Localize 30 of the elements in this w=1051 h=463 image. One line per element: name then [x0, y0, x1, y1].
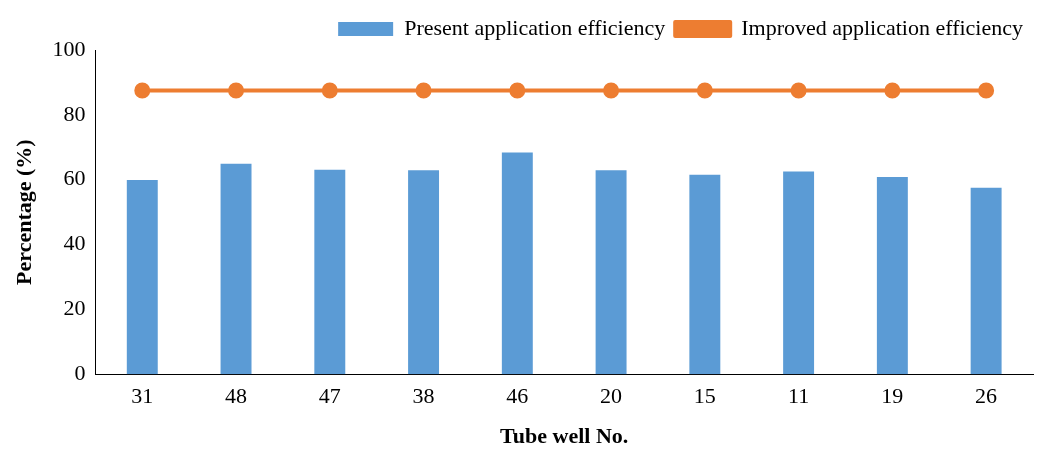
- x-tick-label: 19: [881, 383, 904, 409]
- x-tick-label: 20: [600, 383, 623, 409]
- bar: [689, 174, 721, 375]
- bar: [126, 180, 158, 375]
- x-tick-label: 38: [412, 383, 435, 409]
- legend-label: Present application efficiency: [404, 14, 666, 40]
- bar: [501, 152, 533, 375]
- y-axis-title: Percentage (%): [10, 139, 36, 285]
- bar: [876, 177, 908, 375]
- y-tick-label: 100: [52, 35, 86, 61]
- bar: [408, 170, 440, 375]
- x-tick-label: 15: [693, 383, 716, 409]
- x-tick-label: 26: [975, 383, 998, 409]
- x-axis-title: Tube well No.: [500, 423, 629, 449]
- legend-label: Improved application efficiency: [741, 14, 1023, 40]
- x-tick-label: 46: [506, 383, 529, 409]
- y-tick-label: 0: [74, 359, 86, 385]
- bar: [970, 187, 1002, 375]
- y-tick-label: 80: [63, 100, 86, 126]
- bar: [314, 169, 346, 375]
- x-tick-label: 11: [788, 383, 810, 409]
- y-tick-label: 60: [63, 165, 86, 191]
- bar: [595, 170, 627, 375]
- x-tick-label: 48: [225, 383, 248, 409]
- y-tick-label: 40: [63, 230, 86, 256]
- bar: [220, 163, 252, 375]
- x-tick-label: 47: [318, 383, 341, 409]
- y-tick-label: 20: [63, 295, 86, 321]
- bar: [783, 171, 815, 375]
- x-tick-label: 31: [131, 383, 154, 409]
